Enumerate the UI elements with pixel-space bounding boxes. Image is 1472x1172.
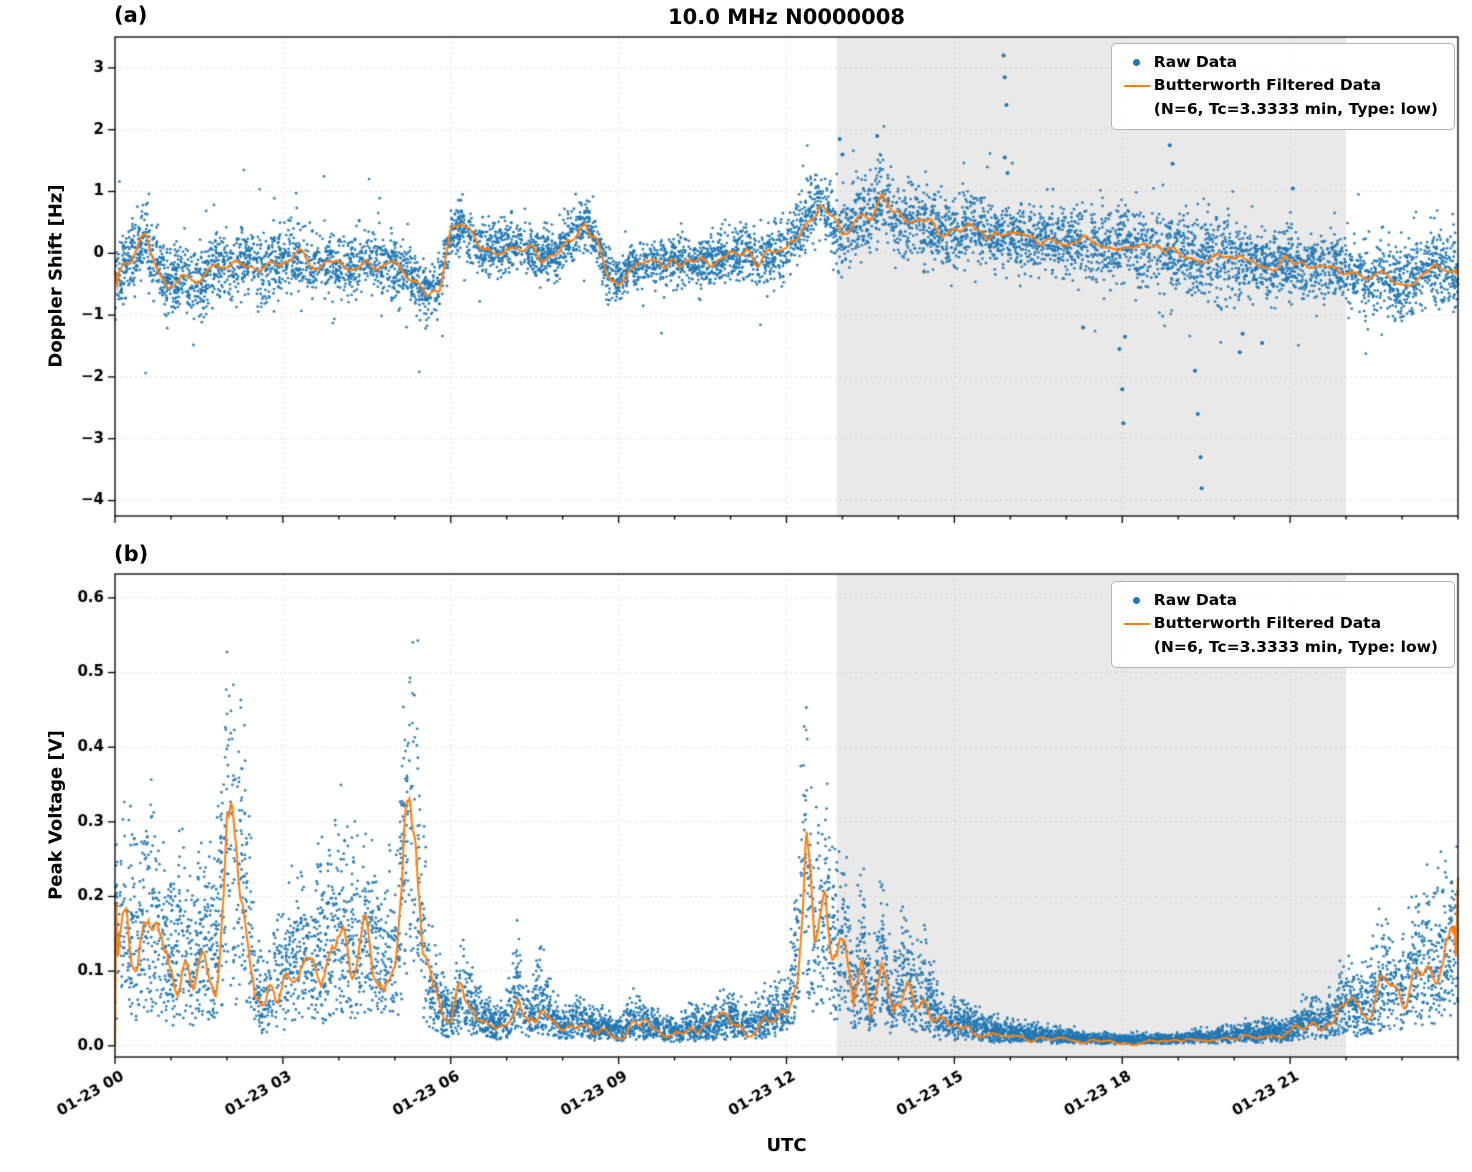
legend-filtered-row: Butterworth Filtered Data (N=6, Tc=3.333… xyxy=(1120,612,1438,659)
x-axis-label: UTC xyxy=(766,1135,807,1156)
raw-data-marker-icon xyxy=(1120,589,1154,612)
raw-data-marker-icon xyxy=(1120,51,1154,74)
panel-b-legend: Raw Data Butterworth Filtered Data (N=6,… xyxy=(1110,581,1455,668)
filtered-line-marker-icon xyxy=(1120,74,1154,97)
legend-filtered-label: Butterworth Filtered Data xyxy=(1153,614,1382,633)
panel-b-y-axis-label: Peak Voltage [V] xyxy=(45,730,67,900)
chart-title: 10.0 MHz N0000008 xyxy=(668,5,905,29)
panel-b-label: (b) xyxy=(114,542,149,566)
legend-filtered-label: Butterworth Filtered Data xyxy=(1153,76,1382,95)
panel-a-label: (a) xyxy=(114,3,148,27)
filtered-line-marker-icon xyxy=(1120,612,1154,635)
legend-raw-row: Raw Data xyxy=(1120,589,1438,612)
legend-filtered-sublabel: (N=6, Tc=3.3333 min, Type: low) xyxy=(1153,99,1438,118)
panel-a-y-axis-label: Doppler Shift [Hz] xyxy=(45,184,67,368)
legend-filtered-sublabel: (N=6, Tc=3.3333 min, Type: low) xyxy=(1153,637,1438,656)
legend-filtered-row: Butterworth Filtered Data (N=6, Tc=3.333… xyxy=(1120,74,1438,121)
legend-raw-row: Raw Data xyxy=(1120,51,1438,74)
panel-a-legend: Raw Data Butterworth Filtered Data (N=6,… xyxy=(1110,43,1455,130)
legend-raw-label: Raw Data xyxy=(1153,53,1238,71)
legend-raw-label: Raw Data xyxy=(1153,591,1238,609)
